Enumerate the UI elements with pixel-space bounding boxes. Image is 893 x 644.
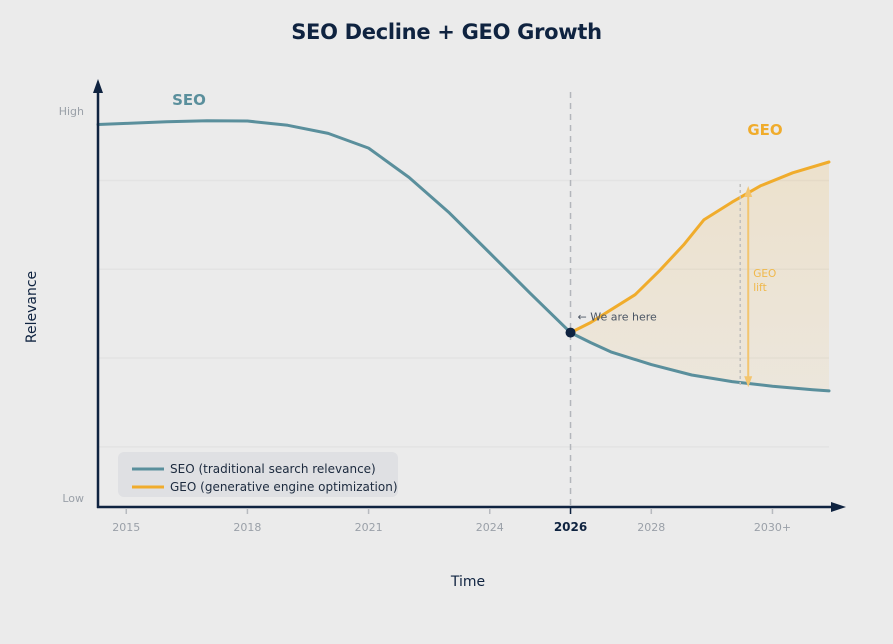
x-axis-arrow-icon xyxy=(831,502,846,512)
geo-series-label: GEO xyxy=(747,121,782,139)
y-level-low-label: Low xyxy=(62,492,84,505)
lift-arrow-up-head xyxy=(744,186,753,198)
x-tick-label: 2015 xyxy=(112,521,140,534)
geo-series-line xyxy=(569,160,831,335)
legend-box xyxy=(118,452,398,497)
x-tick-label: 2024 xyxy=(476,521,504,534)
x-ticks: 2015 2018 2021 2024 2026 2028 2030+ xyxy=(112,508,791,534)
legend-label-geo: GEO (generative engine optimization) xyxy=(170,480,398,494)
geo-lift-label-line1: GEO xyxy=(753,268,776,280)
geo-lift-label-line2: lift xyxy=(753,282,766,294)
x-tick-label: 2018 xyxy=(233,521,261,534)
x-axis-title: Time xyxy=(450,574,485,590)
seo-series-label: SEO xyxy=(172,91,206,109)
legend-label-seo: SEO (traditional search relevance) xyxy=(170,462,376,476)
y-axis-title: Relevance xyxy=(24,271,40,343)
x-tick-label: 2028 xyxy=(637,521,665,534)
chart-title: SEO Decline + GEO Growth xyxy=(291,20,602,44)
x-tick-label: 2030+ xyxy=(754,521,791,534)
x-tick-label: 2021 xyxy=(355,521,383,534)
geo-lift-area xyxy=(570,162,829,391)
lift-arrow-down-head xyxy=(744,376,753,388)
we-are-here-marker xyxy=(565,327,576,338)
y-axis-arrow-icon xyxy=(93,79,103,93)
seo-series-line xyxy=(96,119,831,393)
y-level-high-label: High xyxy=(59,105,84,118)
legend: SEO (traditional search relevance) GEO (… xyxy=(118,452,398,497)
we-are-here-label: ← We are here xyxy=(578,311,658,324)
x-tick-label: 2026 xyxy=(554,520,587,534)
